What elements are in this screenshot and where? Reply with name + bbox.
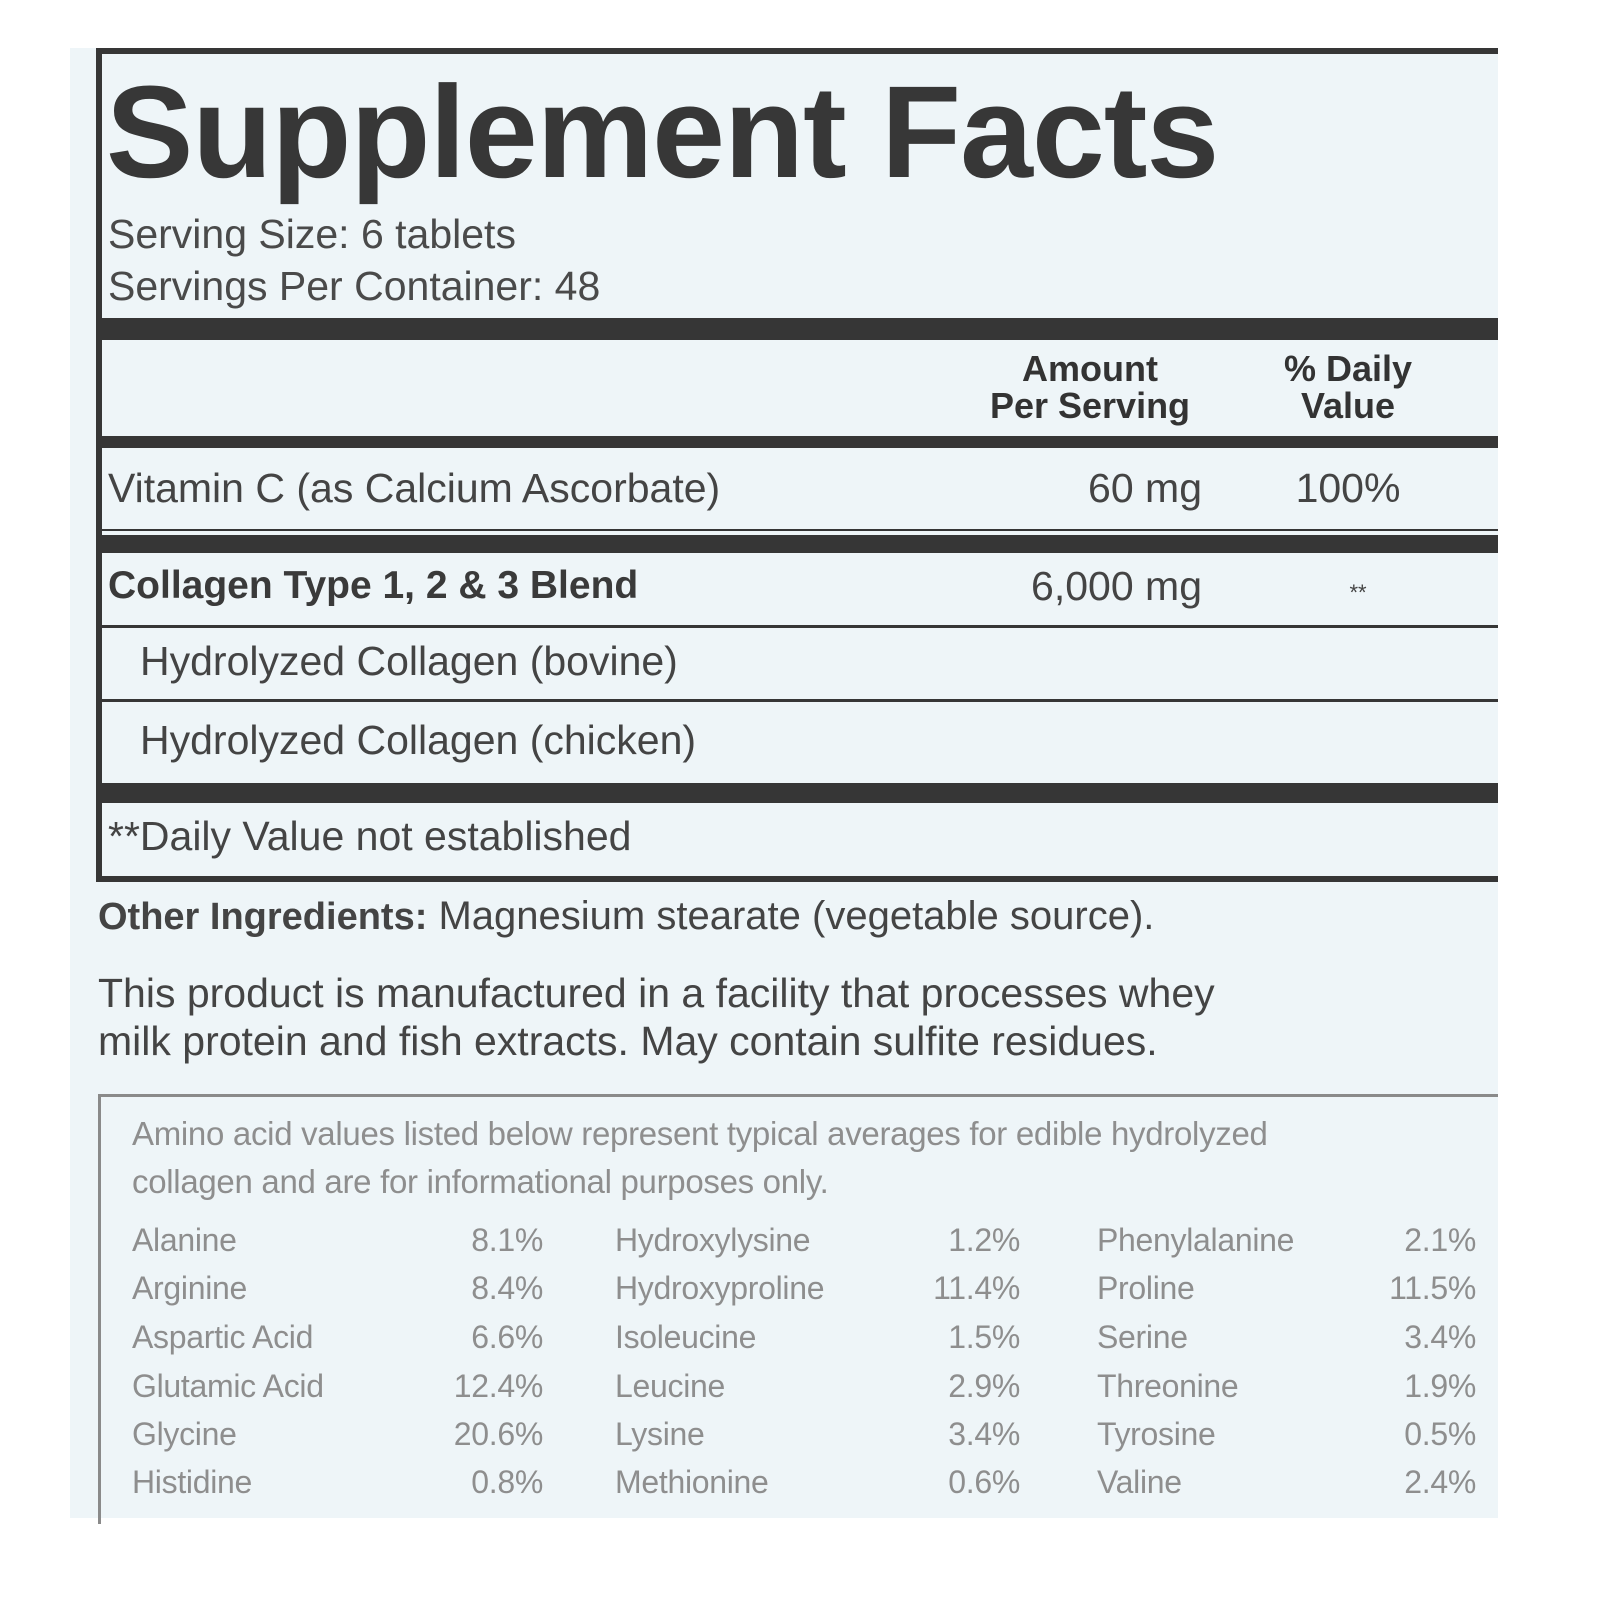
amino-acid-value: 0.5% xyxy=(1404,1416,1476,1452)
dv-header-line2: Value xyxy=(1300,385,1396,426)
amino-acid-value: 2.9% xyxy=(948,1368,1020,1404)
amino-acid-name: Aspartic Acid xyxy=(132,1319,314,1355)
dv-header-line1: % Daily xyxy=(1283,348,1413,389)
amino-acid-value: 12.4% xyxy=(453,1368,544,1404)
collagen-blend-amount: 6,000 mg xyxy=(1031,563,1202,609)
amino-acid-name: Hydroxyproline xyxy=(615,1270,825,1306)
collagen-blend-dv: ** xyxy=(1349,580,1367,605)
facts-box-top-border xyxy=(96,48,1498,54)
amino-acid-value: 3.4% xyxy=(1404,1319,1476,1355)
amino-acid-name: Lysine xyxy=(615,1416,705,1452)
amino-intro-line-1: Amino acid values listed below represent… xyxy=(132,1115,1268,1152)
amino-acid-name: Phenylalanine xyxy=(1097,1222,1295,1258)
amino-acid-value: 1.9% xyxy=(1404,1368,1476,1404)
facts-box-left-border xyxy=(96,48,102,882)
amino-acid-name: Proline xyxy=(1097,1270,1195,1306)
header-divider xyxy=(96,436,1498,448)
amino-acid-name: Tyrosine xyxy=(1097,1416,1216,1452)
facts-title: Supplement Facts xyxy=(106,58,1219,205)
vitamin-c-amount: 60 mg xyxy=(1088,465,1202,511)
amino-acid-value: 8.1% xyxy=(471,1222,543,1258)
amino-acid-value: 0.8% xyxy=(471,1464,543,1500)
amino-acid-value: 3.4% xyxy=(948,1416,1020,1452)
amino-acid-name: Glycine xyxy=(132,1416,237,1452)
amount-header-line2: Per Serving xyxy=(989,385,1191,426)
other-ingredients: Other Ingredients: Magnesium stearate (v… xyxy=(98,896,1154,936)
amino-acid-name: Histidine xyxy=(132,1464,253,1500)
servings-per-container: Servings Per Container: 48 xyxy=(108,263,601,309)
serving-size: Serving Size: 6 tablets xyxy=(108,211,516,257)
allergen-line-2: milk protein and fish extracts. May cont… xyxy=(98,1018,1158,1064)
amino-acid-name: Hydroxylysine xyxy=(615,1222,811,1258)
thick-divider xyxy=(96,318,1498,340)
other-ingredients-label: Other Ingredients: xyxy=(98,896,428,938)
vitamin-c-name: Vitamin C (as Calcium Ascorbate) xyxy=(108,465,721,511)
amino-acid-box xyxy=(98,1094,1498,1524)
other-ingredients-text: Magnesium stearate (vegetable source). xyxy=(427,894,1155,938)
thick-divider xyxy=(96,783,1498,803)
amino-acid-name: Alanine xyxy=(132,1222,237,1258)
amount-per-serving-header: Amount Per Serving xyxy=(960,350,1220,424)
amino-acid-value: 1.5% xyxy=(948,1319,1020,1355)
daily-value-header: % Daily Value xyxy=(1238,350,1458,424)
amino-acid-value: 0.6% xyxy=(948,1464,1020,1500)
amino-acid-name: Valine xyxy=(1097,1464,1182,1500)
amino-acid-value: 2.4% xyxy=(1404,1464,1476,1500)
thick-divider xyxy=(96,535,1498,553)
allergen-line-1: This product is manufactured in a facili… xyxy=(98,970,1215,1016)
thin-divider xyxy=(96,529,1498,531)
thin-divider xyxy=(96,625,1498,628)
amino-acid-name: Leucine xyxy=(615,1368,725,1404)
amino-acid-name: Glutamic Acid xyxy=(132,1368,324,1404)
amino-intro-line-2: collagen and are for informational purpo… xyxy=(132,1163,829,1200)
amino-acid-name: Methionine xyxy=(615,1464,769,1500)
amino-acid-name: Isoleucine xyxy=(615,1319,757,1355)
bovine-collagen-name: Hydrolyzed Collagen (bovine) xyxy=(140,638,678,684)
facts-box-bottom-border xyxy=(96,876,1498,882)
collagen-blend-name: Collagen Type 1, 2 & 3 Blend xyxy=(108,564,639,607)
amino-acid-value: 8.4% xyxy=(471,1270,543,1306)
amino-acid-value: 1.2% xyxy=(948,1222,1020,1258)
chicken-collagen-name: Hydrolyzed Collagen (chicken) xyxy=(140,717,697,763)
footnote: **Daily Value not established xyxy=(108,813,632,859)
vitamin-c-dv: 100% xyxy=(1295,465,1401,511)
thin-divider xyxy=(96,699,1498,702)
amino-acid-name: Arginine xyxy=(132,1270,248,1306)
amino-acid-name: Serine xyxy=(1097,1319,1188,1355)
amino-acid-value: 11.4% xyxy=(933,1270,1020,1306)
amount-header-line1: Amount xyxy=(1022,348,1158,389)
amino-acid-value: 2.1% xyxy=(1404,1222,1476,1258)
amino-acid-value: 6.6% xyxy=(471,1319,543,1355)
amino-acid-value: 11.5% xyxy=(1389,1270,1476,1306)
amino-acid-value: 20.6% xyxy=(453,1416,544,1452)
amino-acid-name: Threonine xyxy=(1097,1368,1239,1404)
